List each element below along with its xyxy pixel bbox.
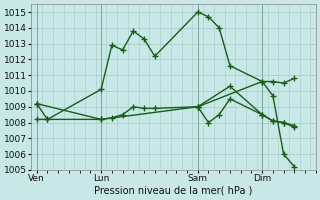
X-axis label: Pression niveau de la mer( hPa ): Pression niveau de la mer( hPa ) [94, 186, 253, 196]
